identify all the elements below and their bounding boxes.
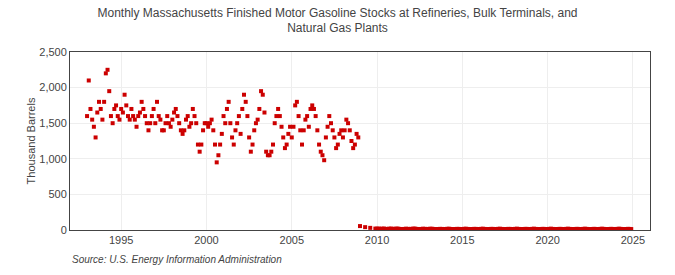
svg-text:1995: 1995 [109,234,133,246]
svg-text:2,500: 2,500 [39,46,67,58]
svg-text:0: 0 [61,224,67,236]
svg-text:2010: 2010 [365,234,389,246]
svg-text:500: 500 [48,188,66,200]
svg-text:2000: 2000 [194,234,218,246]
svg-text:2005: 2005 [280,234,304,246]
svg-text:2025: 2025 [621,234,645,246]
svg-text:Monthly Massachusetts Finished: Monthly Massachusetts Finished Motor Gas… [98,6,578,36]
svg-text:1,000: 1,000 [39,153,67,165]
svg-text:1,500: 1,500 [39,117,67,129]
svg-text:2020: 2020 [535,234,559,246]
svg-text:2,000: 2,000 [39,81,67,93]
svg-text:Source: U.S. Energy Informatio: Source: U.S. Energy Information Administ… [72,254,282,265]
svg-text:2015: 2015 [450,234,474,246]
svg-text:Thousand Barrels: Thousand Barrels [25,97,37,184]
